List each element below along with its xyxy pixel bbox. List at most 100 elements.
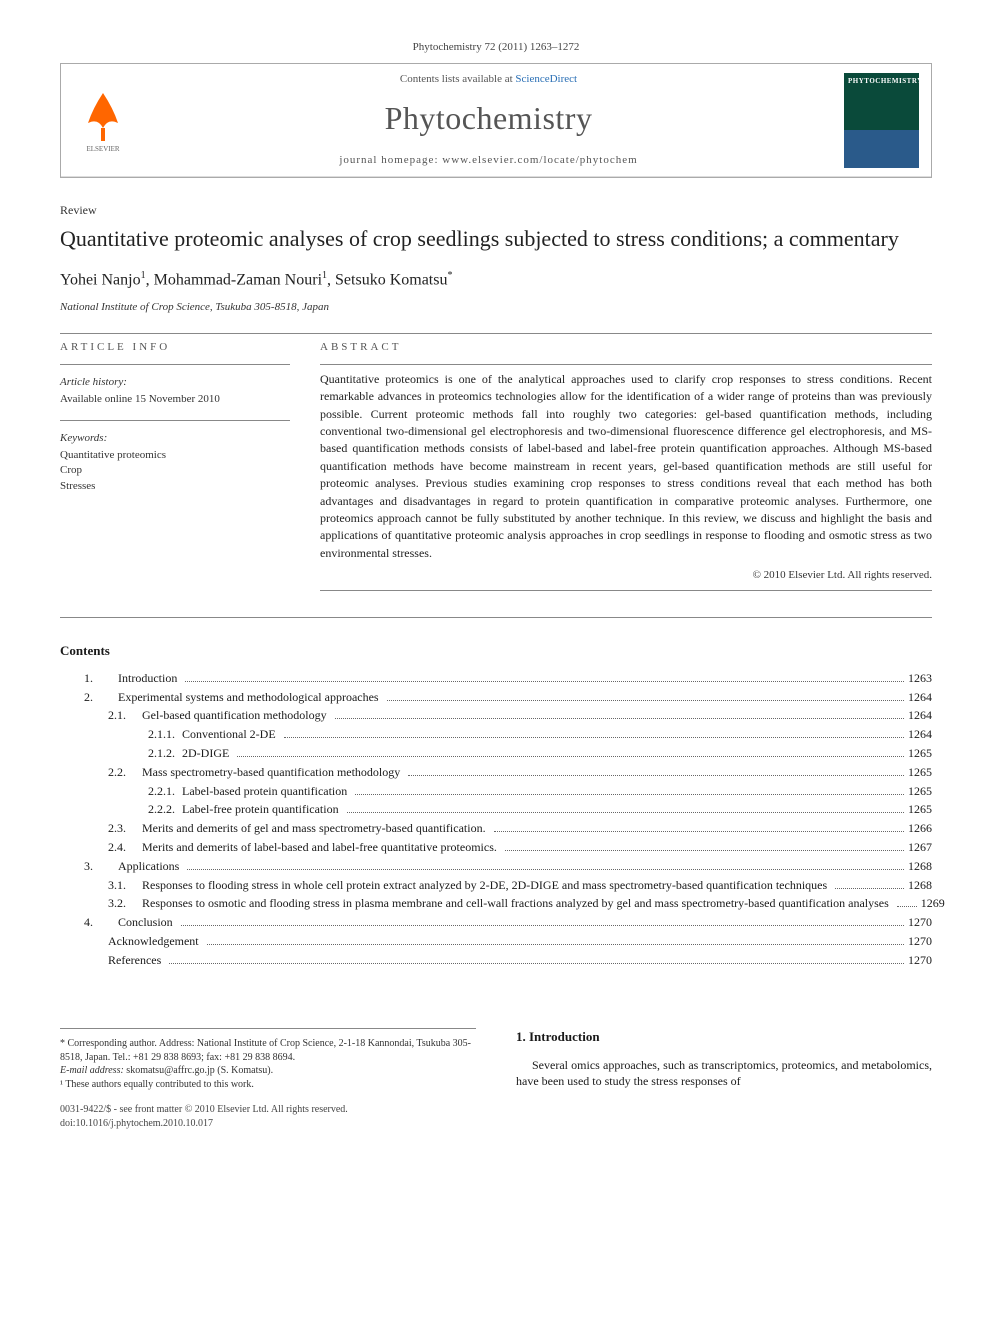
corresponding-author: * Corresponding author. Address: Nationa… xyxy=(60,1037,476,1064)
toc-dots xyxy=(494,831,904,832)
toc-row[interactable]: 3.1.Responses to flooding stress in whol… xyxy=(60,877,932,894)
toc-page: 1264 xyxy=(908,707,932,724)
keywords-heading: Keywords: xyxy=(60,431,290,446)
toc-label: Responses to osmotic and flooding stress… xyxy=(142,895,893,912)
author-2: Mohammad-Zaman Nouri xyxy=(154,272,322,289)
toc-row[interactable]: 3.2.Responses to osmotic and flooding st… xyxy=(60,895,932,912)
elsevier-logo: ELSEVIER xyxy=(73,83,133,158)
toc-page: 1265 xyxy=(908,764,932,781)
article-type: Review xyxy=(60,202,932,219)
toc-row[interactable]: 2.1.2.2D-DIGE 1265 xyxy=(60,745,932,762)
toc-page: 1268 xyxy=(908,858,932,875)
sciencedirect-link[interactable]: ScienceDirect xyxy=(515,73,577,85)
article-history-heading: Article history: xyxy=(60,375,290,390)
keyword: Quantitative proteomics xyxy=(60,448,290,463)
toc-dots xyxy=(408,775,904,776)
toc-row[interactable]: 2.3.Merits and demerits of gel and mass … xyxy=(60,820,932,837)
author-sep: , xyxy=(327,272,335,289)
toc-page: 1265 xyxy=(908,745,932,762)
article-history-line: Available online 15 November 2010 xyxy=(60,392,290,407)
author-list: Yohei Nanjo1, Mohammad-Zaman Nouri1, Set… xyxy=(60,269,932,292)
toc-number: 3. xyxy=(84,858,118,875)
toc-page: 1265 xyxy=(908,783,932,800)
intro-text: Several omics approaches, such as transc… xyxy=(516,1057,932,1091)
svg-text:ELSEVIER: ELSEVIER xyxy=(86,145,119,153)
toc-row[interactable]: 2.2.Mass spectrometry-based quantificati… xyxy=(60,764,932,781)
toc-row[interactable]: 2.2.1.Label-based protein quantification… xyxy=(60,783,932,800)
toc-row[interactable]: 2.Experimental systems and methodologica… xyxy=(60,689,932,706)
toc-number: 3.2. xyxy=(108,895,142,912)
intro-heading: 1. Introduction xyxy=(516,1028,932,1046)
table-of-contents: 1.Introduction1263 2.Experimental systems… xyxy=(60,670,932,969)
contents-available-line: Contents lists available at ScienceDirec… xyxy=(153,72,824,87)
contents-heading: Contents xyxy=(60,642,932,660)
author-3: Setsuko Komatsu xyxy=(335,272,447,289)
journal-name: Phytochemistry xyxy=(153,96,824,141)
toc-label: Gel-based quantification methodology xyxy=(142,707,331,724)
toc-row[interactable]: 2.1.Gel-based quantification methodology… xyxy=(60,707,932,724)
divider xyxy=(320,364,932,365)
journal-homepage[interactable]: journal homepage: www.elsevier.com/locat… xyxy=(153,153,824,168)
toc-number: 2.1.1. xyxy=(148,726,182,743)
toc-dots xyxy=(505,850,904,851)
toc-page: 1264 xyxy=(908,726,932,743)
toc-row[interactable]: 1.Introduction1263 xyxy=(60,670,932,687)
toc-number: 2.3. xyxy=(108,820,142,837)
toc-label: Mass spectrometry-based quantification m… xyxy=(142,764,404,781)
toc-number: 2.4. xyxy=(108,839,142,856)
toc-dots xyxy=(835,888,904,889)
divider xyxy=(60,333,932,334)
journal-cover-title: PHYTOCHEMISTRY xyxy=(848,77,915,87)
divider xyxy=(60,617,932,618)
keyword: Stresses xyxy=(60,479,290,494)
toc-row[interactable]: 4.Conclusion 1270 xyxy=(60,914,932,931)
toc-label: Merits and demerits of gel and mass spec… xyxy=(142,820,490,837)
toc-row[interactable]: 3.Applications 1268 xyxy=(60,858,932,875)
toc-row[interactable]: References 1270 xyxy=(60,952,932,969)
toc-dots xyxy=(897,906,917,907)
email-suffix: (S. Komatsu). xyxy=(215,1065,273,1076)
toc-row[interactable]: 2.1.1.Conventional 2-DE1264 xyxy=(60,726,932,743)
toc-page: 1269 xyxy=(921,895,945,912)
toc-label: Applications xyxy=(118,858,183,875)
toc-label: References xyxy=(108,952,165,969)
article-title: Quantitative proteomic analyses of crop … xyxy=(60,225,932,254)
toc-number: 4. xyxy=(84,914,118,931)
divider xyxy=(60,364,290,365)
toc-number: 2.2.2. xyxy=(148,801,182,818)
author-contribution-note: ¹ These authors equally contributed to t… xyxy=(60,1078,476,1092)
toc-label: Label-based protein quantification xyxy=(182,783,351,800)
toc-number: 2. xyxy=(84,689,118,706)
toc-label: 2D-DIGE xyxy=(182,745,233,762)
toc-label: Conclusion xyxy=(118,914,177,931)
toc-row[interactable]: Acknowledgement1270 xyxy=(60,933,932,950)
toc-label: Experimental systems and methodological … xyxy=(118,689,383,706)
toc-dots xyxy=(355,794,904,795)
journal-cover-thumbnail: PHYTOCHEMISTRY xyxy=(844,73,919,168)
toc-page: 1268 xyxy=(908,877,932,894)
toc-page: 1270 xyxy=(908,952,932,969)
toc-dots xyxy=(181,925,904,926)
abstract-label: ABSTRACT xyxy=(320,340,932,355)
keyword: Crop xyxy=(60,463,290,478)
toc-dots xyxy=(185,681,904,682)
toc-page: 1270 xyxy=(908,933,932,950)
toc-row[interactable]: 2.4.Merits and demerits of label-based a… xyxy=(60,839,932,856)
toc-row[interactable]: 2.2.2.Label-free protein quantification1… xyxy=(60,801,932,818)
affiliation: National Institute of Crop Science, Tsuk… xyxy=(60,300,932,315)
abstract-text: Quantitative proteomics is one of the an… xyxy=(320,371,932,562)
email-address[interactable]: skomatsu@affrc.go.jp xyxy=(126,1065,214,1076)
author-3-sup: * xyxy=(447,270,452,281)
email-label: E-mail address: xyxy=(60,1065,126,1076)
author-sep: , xyxy=(146,272,154,289)
toc-label: Merits and demerits of label-based and l… xyxy=(142,839,501,856)
toc-number: 2.1.2. xyxy=(148,745,182,762)
header-citation: Phytochemistry 72 (2011) 1263–1272 xyxy=(60,40,932,55)
abstract-copyright: © 2010 Elsevier Ltd. All rights reserved… xyxy=(320,568,932,583)
toc-dots xyxy=(169,963,904,964)
toc-dots xyxy=(284,737,904,738)
toc-page: 1270 xyxy=(908,914,932,931)
toc-page: 1266 xyxy=(908,820,932,837)
toc-number: 1. xyxy=(84,670,118,687)
email-line: E-mail address: skomatsu@affrc.go.jp (S.… xyxy=(60,1064,476,1078)
